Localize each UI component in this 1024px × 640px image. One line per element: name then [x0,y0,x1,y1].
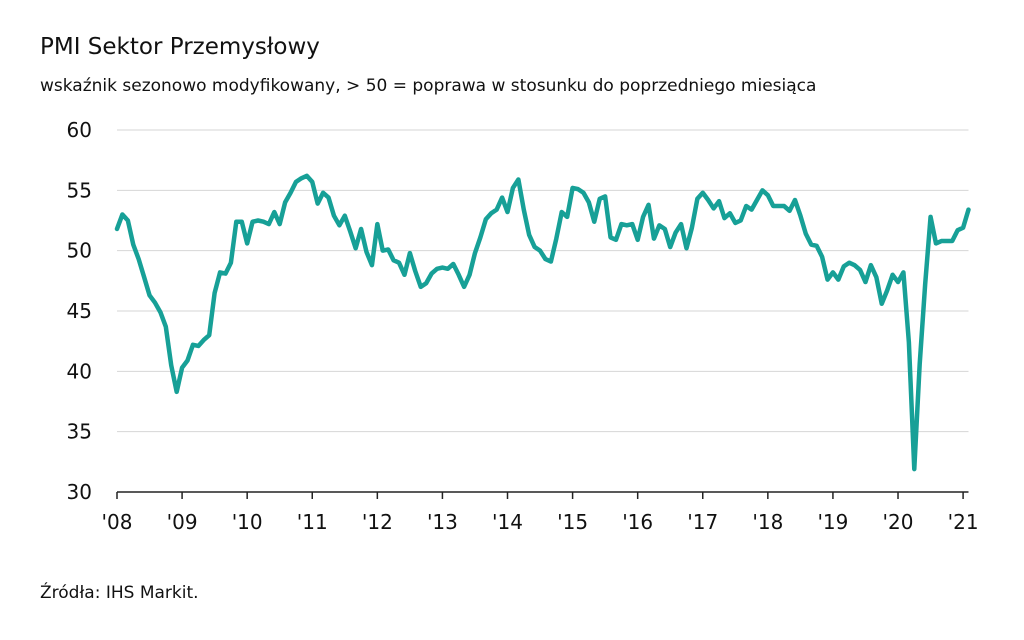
x-tick-label: '11 [297,510,328,534]
x-tick-label: '18 [752,510,783,534]
x-tick-label: '16 [622,510,653,534]
x-tick-label: '10 [232,510,263,534]
x-tick-label: '14 [492,510,523,534]
x-tick-label: '12 [362,510,393,534]
chart-subtitle: wskaźnik sezonowo modyfikowany, > 50 = p… [40,76,816,96]
x-tick-label: '17 [687,510,718,534]
x-tick-label: '21 [948,510,979,534]
chart-title: PMI Sektor Przemysłowy [40,34,320,60]
y-tick-label: 40 [67,359,92,383]
y-tick-label: 45 [67,299,92,323]
x-tick-label: '20 [883,510,914,534]
x-tick-label: '15 [557,510,588,534]
data-line [114,173,971,472]
x-tick-label: '08 [102,510,133,534]
x-tick-label: '09 [167,510,198,534]
y-tick-label: 60 [67,118,92,142]
y-tick-label: 55 [67,178,92,202]
source-note: Źródła: IHS Markit. [40,581,199,603]
x-tick-label: '19 [817,510,848,534]
x-tick-label: '13 [427,510,458,534]
y-tick-label: 30 [67,480,92,504]
y-tick-label: 35 [67,420,92,444]
y-tick-label: 50 [67,239,92,263]
